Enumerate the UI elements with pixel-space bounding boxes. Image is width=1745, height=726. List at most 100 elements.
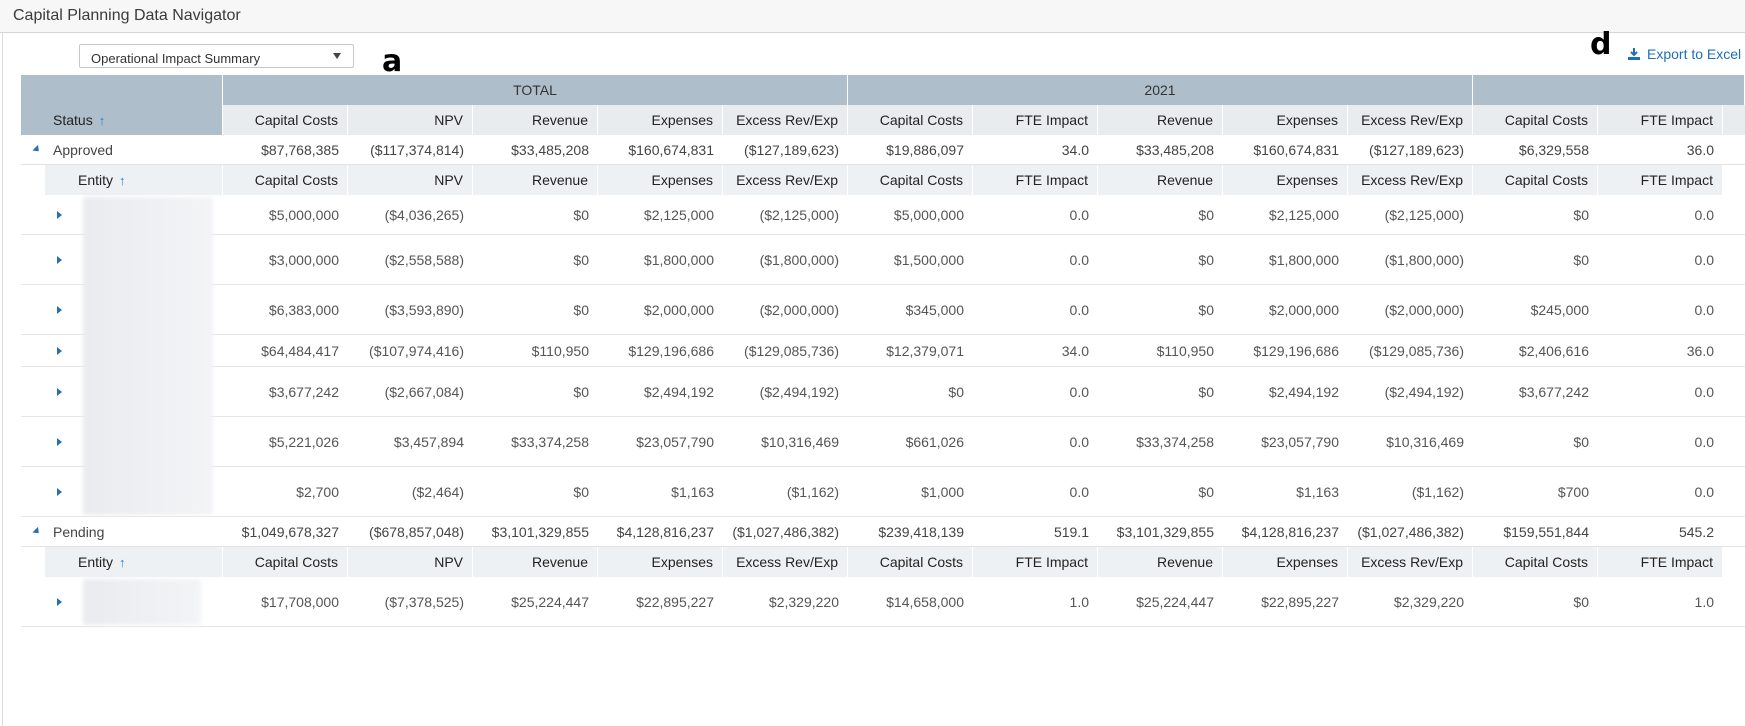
table-cell: $1,500,000 bbox=[893, 251, 964, 268]
expand-row-icon[interactable] bbox=[57, 598, 62, 606]
table-cell: $0 bbox=[573, 301, 589, 318]
entity-column-header-cell[interactable]: FTE Impact bbox=[973, 165, 1098, 195]
entity-column-header-cell[interactable]: NPV bbox=[348, 547, 473, 577]
table-cell: ($129,085,736) bbox=[1369, 342, 1464, 359]
column-header[interactable]: FTE Impact bbox=[1598, 105, 1723, 135]
group-total-cell: ($1,027,486,382) bbox=[1357, 523, 1464, 540]
column-header[interactable]: Excess Rev/Exp bbox=[1348, 105, 1473, 135]
entity-column-header-cell[interactable]: FTE Impact bbox=[973, 547, 1098, 577]
group-total-cell: $3,101,329,855 bbox=[1116, 523, 1214, 540]
entity-column-header-cell[interactable]: Expenses bbox=[1223, 165, 1348, 195]
expand-row-icon[interactable] bbox=[57, 438, 62, 446]
column-header[interactable]: Expenses bbox=[1223, 105, 1348, 135]
group-total-cell: $239,418,139 bbox=[878, 523, 964, 540]
entity-column-header-cell[interactable]: Excess Rev/Exp bbox=[1348, 547, 1473, 577]
group-name: Approved bbox=[53, 141, 113, 158]
collapse-icon[interactable] bbox=[32, 144, 42, 155]
column-header[interactable]: Revenue bbox=[473, 105, 598, 135]
group-total-cell: 519.1 bbox=[1053, 523, 1089, 540]
export-to-excel-link[interactable]: Export to Excel bbox=[1627, 46, 1741, 62]
entity-column-header-cell[interactable]: Capital Costs bbox=[223, 165, 348, 195]
table-cell: $129,196,686 bbox=[1253, 342, 1339, 359]
group-total-cell: ($1,027,486,382) bbox=[732, 523, 839, 540]
entity-column-header-cell[interactable]: Revenue bbox=[473, 547, 598, 577]
chevron-down-icon[interactable] bbox=[333, 53, 341, 59]
table-cell: $22,895,227 bbox=[636, 593, 714, 610]
entity-column-header-cell[interactable]: NPV bbox=[348, 165, 473, 195]
expand-row-icon[interactable] bbox=[57, 211, 62, 219]
expand-row-icon[interactable] bbox=[57, 306, 62, 314]
table-cell: $0 bbox=[1198, 383, 1214, 400]
group-row-pending[interactable]: Pending $1,049,678,327 ($678,857,048) $3,10… bbox=[21, 517, 1745, 547]
title-bar: Capital Planning Data Navigator bbox=[0, 0, 1745, 33]
table-cell: $0 bbox=[1198, 301, 1214, 318]
table-cell: ($1,162) bbox=[786, 483, 839, 500]
table-row[interactable]: $3,000,000 ($2,558,588) $0 $1,800,000 ($1,80… bbox=[21, 235, 1745, 285]
table-row[interactable]: $64,484,417 ($107,974,416) $110,950 $129,19… bbox=[21, 335, 1745, 367]
table-row[interactable]: $5,000,000 ($4,036,265) $0 $2,125,000 ($2,12… bbox=[21, 195, 1745, 235]
table-row[interactable]: $2,700 ($2,464) $0 $1,163 ($1,162) $1,000 0.0 $… bbox=[21, 467, 1745, 517]
entity-column-header-cell[interactable]: Revenue bbox=[1098, 547, 1223, 577]
table-row[interactable]: $3,677,242 ($2,667,084) $0 $2,494,192 ($2,49… bbox=[21, 367, 1745, 417]
collapse-icon[interactable] bbox=[32, 526, 42, 537]
entity-column-header-cell[interactable]: Excess Rev/Exp bbox=[723, 165, 848, 195]
table-cell: ($2,667,084) bbox=[384, 383, 464, 400]
table-cell: 0.0 bbox=[1694, 251, 1714, 268]
table-cell: 1.0 bbox=[1069, 593, 1089, 610]
sort-ascending-icon[interactable]: ↑ bbox=[98, 112, 106, 128]
entity-column-header-cell[interactable]: FTE Impact bbox=[1598, 165, 1723, 195]
sort-ascending-icon[interactable]: ↑ bbox=[119, 172, 126, 188]
entity-column-header-cell[interactable]: Expenses bbox=[598, 547, 723, 577]
expand-row-icon[interactable] bbox=[57, 347, 62, 355]
expand-row-icon[interactable] bbox=[57, 488, 62, 496]
table-cell: $2,406,616 bbox=[1518, 342, 1589, 359]
band-header-row: TOTAL 2021 bbox=[21, 75, 1745, 135]
column-header[interactable]: Revenue bbox=[1098, 105, 1223, 135]
group-total-cell: $3,101,329,855 bbox=[491, 523, 589, 540]
expand-row-icon[interactable] bbox=[57, 256, 62, 264]
entity-column-header-cell[interactable]: Capital Costs bbox=[223, 547, 348, 577]
entity-column-header-cell[interactable]: FTE Impact bbox=[1598, 547, 1723, 577]
table-row[interactable]: $5,221,026 $3,457,894 $33,374,258 $23,057,7… bbox=[21, 417, 1745, 467]
entity-column-header-cell[interactable]: Revenue bbox=[1098, 165, 1223, 195]
table-cell: $0 bbox=[1573, 251, 1589, 268]
entity-column-header-cell[interactable]: Capital Costs bbox=[1473, 165, 1598, 195]
view-select[interactable]: Operational Impact Summary bbox=[79, 44, 354, 68]
group-total-cell: ($678,857,048) bbox=[369, 523, 464, 540]
entity-column-header[interactable]: Entity ↑ bbox=[45, 547, 223, 577]
column-header[interactable]: Excess Rev/Exp bbox=[723, 105, 848, 135]
column-header[interactable]: Capital Costs bbox=[223, 105, 348, 135]
entity-column-header[interactable]: Entity ↑ bbox=[45, 165, 223, 195]
group-total-cell: $1,049,678,327 bbox=[241, 523, 339, 540]
entity-column-header-cell[interactable]: Excess Rev/Exp bbox=[723, 547, 848, 577]
entity-column-header-cell[interactable]: Capital Costs bbox=[848, 165, 973, 195]
column-header[interactable]: NPV bbox=[348, 105, 473, 135]
summary-grid: TOTAL 2021 Status ↑ Capital Costs NPV Revenue E… bbox=[21, 75, 1745, 726]
table-cell: 0.0 bbox=[1694, 433, 1714, 450]
table-cell: 0.0 bbox=[1694, 206, 1714, 223]
entity-column-header-cell[interactable]: Revenue bbox=[473, 165, 598, 195]
column-header[interactable]: Expenses bbox=[598, 105, 723, 135]
table-row[interactable]: $17,708,000 ($7,378,525) $25,224,447 $22,89… bbox=[21, 577, 1745, 627]
group-row-approved[interactable]: Approved $87,768,385 ($117,374,814) $33,485… bbox=[21, 135, 1745, 165]
column-header[interactable]: Capital Costs bbox=[1473, 105, 1598, 135]
table-cell: $0 bbox=[1198, 483, 1214, 500]
status-column-header[interactable]: Status ↑ bbox=[21, 105, 223, 135]
expand-row-icon[interactable] bbox=[57, 388, 62, 396]
entity-column-header-cell[interactable]: Capital Costs bbox=[848, 547, 973, 577]
table-row[interactable]: $6,383,000 ($3,593,890) $0 $2,000,000 ($2,00… bbox=[21, 285, 1745, 335]
table-cell: $0 bbox=[1198, 206, 1214, 223]
entity-header-row: Entity ↑ Capital Costs NPV Revenue Expenses Ex… bbox=[21, 165, 1745, 195]
table-cell: $23,057,790 bbox=[1261, 433, 1339, 450]
table-cell: $64,484,417 bbox=[261, 342, 339, 359]
entity-column-header-cell[interactable]: Expenses bbox=[598, 165, 723, 195]
entity-column-header-cell[interactable]: Excess Rev/Exp bbox=[1348, 165, 1473, 195]
entity-column-header-cell[interactable]: Expenses bbox=[1223, 547, 1348, 577]
table-cell: $23,057,790 bbox=[636, 433, 714, 450]
sort-ascending-icon[interactable]: ↑ bbox=[119, 554, 126, 570]
column-header[interactable]: Capital Costs bbox=[848, 105, 973, 135]
table-cell: ($1,800,000) bbox=[759, 251, 839, 268]
entity-column-header-cell[interactable]: Capital Costs bbox=[1473, 547, 1598, 577]
column-header[interactable]: FTE Impact bbox=[973, 105, 1098, 135]
table-cell: $0 bbox=[573, 483, 589, 500]
